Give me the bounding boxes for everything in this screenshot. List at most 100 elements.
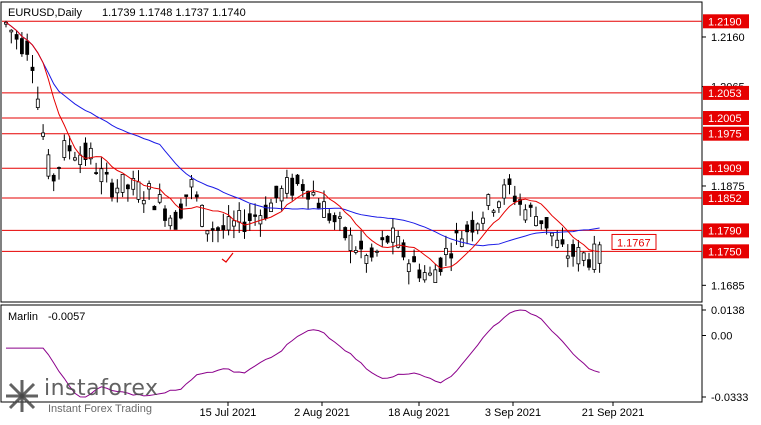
level-label: 1.2190 bbox=[708, 16, 742, 28]
candle-body bbox=[110, 182, 114, 198]
candle-body bbox=[496, 201, 501, 208]
candle-body bbox=[194, 194, 199, 198]
candle-body bbox=[88, 147, 93, 160]
candle-body bbox=[502, 184, 507, 199]
level-label: 1.1790 bbox=[708, 225, 742, 237]
candle-body bbox=[295, 174, 300, 185]
price-tick-label: 1.2160 bbox=[711, 32, 745, 44]
candle-body bbox=[555, 239, 560, 248]
candle-body bbox=[152, 205, 157, 211]
time-tick-label: 21 Sep 2021 bbox=[582, 407, 644, 419]
chart-header-symbol: EURUSD,Daily bbox=[8, 7, 82, 19]
candle-body bbox=[380, 237, 385, 241]
candle-body bbox=[157, 194, 162, 203]
candle-body bbox=[178, 203, 183, 219]
level-lines bbox=[2, 20, 702, 252]
time-axis: 15 Jul 2021 2 Aug 2021 18 Aug 2021 3 Sep 20… bbox=[200, 402, 644, 419]
candle-body bbox=[173, 211, 178, 230]
candle-body bbox=[73, 157, 77, 161]
candle-body bbox=[99, 168, 104, 183]
candle-body bbox=[337, 216, 342, 219]
candle-body bbox=[274, 185, 279, 199]
candle-body bbox=[443, 247, 448, 256]
candle-body bbox=[518, 199, 522, 205]
level-label: 1.2005 bbox=[708, 113, 742, 125]
level-label: 1.2053 bbox=[708, 88, 742, 100]
candle-body bbox=[348, 234, 353, 251]
level-labels: 1.2190 1.2053 1.2005 1.1975 1.1909 1.1852 1.17… bbox=[703, 14, 749, 259]
candle-body bbox=[465, 224, 470, 233]
indicator-value: -0.0057 bbox=[48, 311, 85, 323]
level-label-box bbox=[703, 191, 749, 206]
candle-body bbox=[126, 184, 130, 190]
indicator-pane bbox=[0, 304, 703, 403]
candle-body bbox=[343, 227, 348, 239]
candle-body bbox=[322, 201, 326, 218]
candle-body bbox=[470, 219, 475, 233]
candle-body bbox=[428, 272, 432, 276]
candle-body bbox=[571, 244, 575, 257]
check-mark bbox=[221, 252, 234, 263]
candle-body bbox=[189, 179, 194, 188]
candle-body bbox=[539, 220, 544, 225]
candle-body bbox=[454, 229, 459, 234]
candle-body bbox=[131, 178, 136, 190]
level-label: 1.1852 bbox=[708, 193, 742, 205]
candle-body bbox=[311, 191, 316, 196]
candle-body bbox=[300, 184, 305, 191]
candle-body bbox=[184, 194, 189, 197]
candle-body bbox=[284, 177, 289, 194]
candle-body bbox=[120, 173, 125, 193]
candle-body bbox=[523, 209, 528, 221]
candle-body bbox=[231, 220, 236, 227]
level-label-box bbox=[703, 223, 749, 238]
candle-body bbox=[78, 154, 83, 165]
candle-body bbox=[51, 174, 56, 182]
candle-body bbox=[210, 228, 215, 231]
candle-body bbox=[544, 217, 549, 229]
ma-slow-line bbox=[5, 21, 600, 247]
candle-body bbox=[104, 171, 109, 175]
candle-body bbox=[401, 242, 406, 258]
candle-body bbox=[353, 250, 358, 253]
candle-body bbox=[168, 217, 173, 227]
time-tick-label: 2 Aug 2021 bbox=[294, 407, 350, 419]
candle-body bbox=[528, 204, 533, 208]
candle-body bbox=[534, 216, 538, 227]
candle-body bbox=[491, 210, 496, 213]
indicator-tick-label: 0.0138 bbox=[711, 305, 745, 317]
candle-body bbox=[422, 272, 427, 281]
candle-body bbox=[406, 263, 411, 273]
candle-body bbox=[247, 213, 252, 221]
candle-body bbox=[290, 177, 295, 196]
candle-body bbox=[25, 40, 30, 55]
candle-body bbox=[306, 190, 311, 200]
level-label: 1.1975 bbox=[708, 129, 742, 141]
ma-label: 1.1767 bbox=[611, 233, 657, 250]
candle-body bbox=[332, 215, 337, 223]
level-label: 1.1909 bbox=[708, 163, 742, 175]
candle-body bbox=[576, 247, 581, 265]
level-label-box bbox=[703, 244, 749, 259]
indicator-tick-label: -0.0333 bbox=[711, 392, 748, 404]
candle-body bbox=[221, 225, 226, 231]
candle-body bbox=[67, 145, 72, 152]
candle-body bbox=[475, 223, 480, 231]
level-label: 1.1750 bbox=[708, 246, 742, 258]
candle-body bbox=[216, 227, 220, 231]
level-label-box bbox=[703, 85, 749, 100]
candle-body bbox=[592, 243, 597, 270]
level-label-box bbox=[703, 126, 749, 141]
candle-body bbox=[242, 221, 247, 233]
candle-body bbox=[83, 142, 88, 160]
candle-body bbox=[550, 232, 554, 237]
candle-body bbox=[279, 188, 284, 202]
candle-body bbox=[46, 154, 51, 177]
time-tick-label: 3 Sep 2021 bbox=[485, 407, 541, 419]
ma-label-box bbox=[611, 233, 657, 250]
candle-body bbox=[205, 230, 210, 235]
time-tick-label: 18 Aug 2021 bbox=[388, 407, 450, 419]
candle-body bbox=[200, 204, 205, 227]
level-label-box bbox=[703, 14, 749, 29]
